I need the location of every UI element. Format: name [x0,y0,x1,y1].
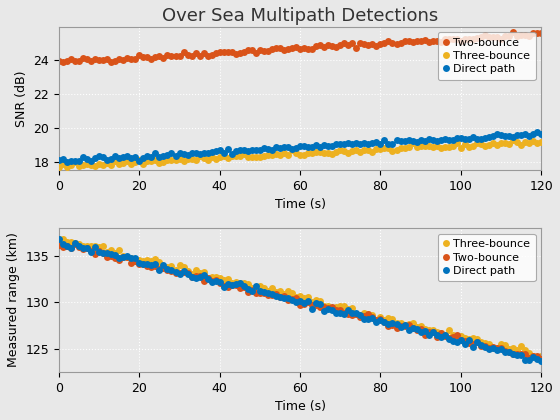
Two-bounce [538,31,544,36]
Direct path [108,156,115,161]
Direct path [55,236,62,241]
Three-bounce [357,312,363,318]
Three-bounce [514,139,520,144]
Three-bounce [260,286,267,291]
Three-bounce [264,152,271,158]
Direct path [264,146,271,151]
Three-bounce [55,165,62,170]
Title: Over Sea Multipath Detections: Over Sea Multipath Detections [162,7,438,25]
Y-axis label: Measured range (km): Measured range (km) [7,233,20,368]
Three-bounce [538,353,544,358]
Three-bounce [381,318,388,323]
Three-bounce [168,263,175,268]
Direct path [510,134,516,139]
Legend: Two-bounce, Three-bounce, Direct path: Two-bounce, Three-bounce, Direct path [437,32,535,80]
Direct path [361,141,368,146]
Direct path [538,358,544,363]
Line: Two-bounce: Two-bounce [55,241,545,362]
Direct path [506,350,512,355]
Three-bounce [538,139,544,144]
Two-bounce [514,33,520,38]
Line: Two-bounce: Two-bounce [55,29,545,66]
Two-bounce [264,292,271,297]
Direct path [534,129,540,134]
Y-axis label: SNR (dB): SNR (dB) [15,70,28,126]
Three-bounce [172,157,179,162]
Line: Three-bounce: Three-bounce [55,136,545,171]
Two-bounce [510,30,516,35]
Three-bounce [385,145,392,150]
Two-bounce [361,314,368,319]
Three-bounce [55,236,62,241]
Three-bounce [64,165,71,170]
Direct path [55,158,62,163]
Two-bounce [108,254,115,259]
Direct path [104,250,110,255]
Three-bounce [506,346,512,351]
X-axis label: Time (s): Time (s) [274,198,325,211]
Two-bounce [72,242,78,247]
Two-bounce [172,270,179,276]
Legend: Three-bounce, Two-bounce, Direct path: Three-bounce, Two-bounce, Direct path [437,234,535,281]
Two-bounce [172,53,179,58]
Two-bounce [385,323,392,328]
X-axis label: Time (s): Time (s) [274,400,325,413]
Two-bounce [510,352,516,357]
Three-bounce [510,137,516,142]
Direct path [381,320,388,325]
Three-bounce [104,249,110,255]
Direct path [385,141,392,146]
Direct path [172,154,179,159]
Three-bounce [534,355,540,360]
Three-bounce [361,148,368,153]
Three-bounce [108,162,115,167]
Direct path [64,160,71,165]
Two-bounce [108,59,115,64]
Line: Three-bounce: Three-bounce [55,235,545,361]
Direct path [260,290,267,295]
Two-bounce [59,59,66,64]
Direct path [168,268,175,273]
Two-bounce [538,356,544,361]
Two-bounce [361,42,368,47]
Two-bounce [55,59,62,64]
Line: Direct path: Direct path [55,236,545,365]
Two-bounce [264,48,271,53]
Direct path [357,312,363,318]
Direct path [538,131,544,136]
Line: Direct path: Direct path [55,129,545,165]
Two-bounce [55,242,62,247]
Two-bounce [385,38,392,43]
